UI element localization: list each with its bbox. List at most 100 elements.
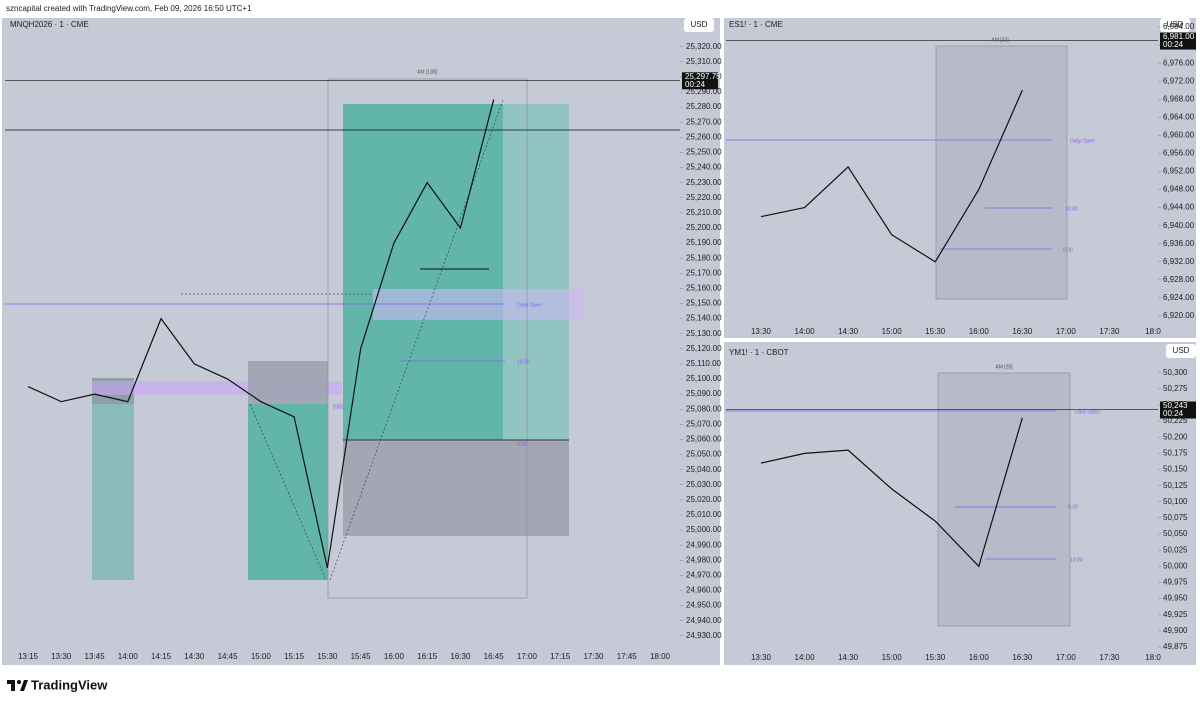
currency-label: USD	[691, 20, 708, 29]
x-tick-label: 14:00	[795, 653, 816, 662]
y-tick-label: 6,948.00	[1163, 185, 1195, 194]
y-tick-label: 50,225	[1163, 416, 1188, 425]
last-price-tag	[682, 72, 718, 90]
x-tick-label: 18:0	[1145, 653, 1161, 662]
currency-label: USD	[1167, 20, 1184, 29]
y-tick-label: 25,230.00	[686, 178, 722, 187]
x-tick-label: 17:30	[583, 652, 604, 661]
y-tick-label: 6,940.00	[1163, 221, 1195, 230]
chart-title: YM1! · 1 · CBOT	[729, 348, 789, 357]
footer-logo	[7, 680, 28, 691]
y-tick-label: 25,010.00	[686, 510, 722, 519]
price-line	[760, 89, 1023, 263]
y-tick-label: 50,050	[1163, 529, 1188, 538]
y-tick-label: 25,170.00	[686, 268, 722, 277]
y-tick-label: 6,928.00	[1163, 275, 1195, 284]
y-tick-label: 25,030.00	[686, 480, 722, 489]
x-tick-label: 16:30	[450, 652, 471, 661]
y-tick-label: 25,040.00	[686, 465, 722, 474]
x-tick-label: 15:30	[925, 653, 946, 662]
y-tick-label: 50,200	[1163, 432, 1188, 441]
zone	[248, 361, 328, 404]
last-price-tag	[1160, 32, 1196, 50]
x-tick-label: 17:00	[517, 652, 538, 661]
y-tick-label: 50,075	[1163, 513, 1188, 522]
y-tick-label: 25,130.00	[686, 329, 722, 338]
annotation: 10:00	[1070, 557, 1083, 563]
x-tick-label: 16:30	[1012, 327, 1033, 336]
y-tick-label: 25,110.00	[686, 359, 722, 368]
y-tick-label: 50,275	[1163, 384, 1188, 393]
x-tick-label: 16:00	[969, 327, 990, 336]
am-range	[935, 45, 1068, 300]
y-tick-label: 25,100.00	[686, 374, 722, 383]
y-tick-label: 6,952.00	[1163, 167, 1195, 176]
y-tick-label: 50,100	[1163, 497, 1188, 506]
currency-button[interactable]	[684, 18, 714, 32]
annotation: 10:00	[1065, 206, 1078, 212]
last-price-tag	[1160, 401, 1196, 419]
am-range	[327, 78, 528, 599]
zone	[343, 104, 503, 440]
y-tick-label: 50,175	[1163, 448, 1188, 457]
annotation: AM [28]	[995, 364, 1013, 370]
y-tick-label: 25,210.00	[686, 208, 722, 217]
currency-button[interactable]	[1160, 18, 1190, 32]
zone	[92, 378, 134, 580]
x-tick-label: 13:30	[51, 652, 72, 661]
y-tick-label: 25,070.00	[686, 419, 722, 428]
y-tick-label: 25,270.00	[686, 117, 722, 126]
trend-line	[329, 99, 504, 581]
y-tick-label: 50,000	[1163, 561, 1188, 570]
countdown: 00:24	[1163, 409, 1184, 418]
y-tick-label: 49,975	[1163, 578, 1188, 587]
y-tick-label: 50,150	[1163, 465, 1188, 474]
x-tick-label: 14:30	[184, 652, 205, 661]
x-tick-label: 15:00	[882, 653, 903, 662]
x-tick-label: 17:30	[1099, 327, 1120, 336]
x-tick-label: 13:15	[18, 652, 39, 661]
x-tick-label: 16:15	[417, 652, 438, 661]
y-tick-label: 25,290.00	[686, 87, 722, 96]
x-tick-label: 13:30	[751, 653, 772, 662]
y-tick-label: 25,310.00	[686, 57, 722, 66]
brand: TradingView	[31, 677, 108, 692]
annotation: 8:30	[1063, 247, 1073, 253]
annotation: 8:30	[517, 441, 527, 447]
y-tick-label: 25,080.00	[686, 404, 722, 413]
y-tick-label: 6,984.00	[1163, 22, 1195, 31]
countdown: 00:24	[1163, 40, 1184, 49]
y-tick-label: 25,250.00	[686, 148, 722, 157]
annotation: Daily Open	[1070, 138, 1095, 144]
x-tick-label: 18:00	[650, 652, 671, 661]
currency-label: USD	[1173, 346, 1190, 355]
y-tick-label: 6,956.00	[1163, 149, 1195, 158]
price-line	[27, 99, 495, 568]
y-tick-label: 25,240.00	[686, 163, 722, 172]
y-tick-label: 50,125	[1163, 481, 1188, 490]
last-price-label: 6,981.00	[1163, 32, 1195, 41]
y-tick-label: 25,120.00	[686, 344, 722, 353]
x-tick-label: 15:15	[284, 652, 305, 661]
header-text: szncapital created with TradingView.com,…	[6, 4, 252, 13]
x-tick-label: 15:30	[925, 327, 946, 336]
zone	[248, 404, 328, 580]
x-tick-label: 17:30	[1099, 653, 1120, 662]
annotation: 10:00	[517, 359, 530, 365]
annotation: Daily Open	[517, 302, 542, 308]
zone	[503, 104, 569, 440]
x-tick-label: 17:00	[1056, 327, 1077, 336]
x-tick-label: 14:30	[838, 653, 859, 662]
chart-title: ES1! · 1 · CME	[729, 20, 783, 29]
annotation: 8:30	[1068, 504, 1078, 510]
y-tick-label: 49,925	[1163, 610, 1188, 619]
x-tick-label: 13:45	[85, 652, 106, 661]
x-tick-label: 13:30	[751, 327, 772, 336]
currency-button[interactable]	[1166, 344, 1196, 358]
y-tick-label: 24,990.00	[686, 540, 722, 549]
y-tick-label: 6,924.00	[1163, 293, 1195, 302]
x-tick-label: 14:00	[118, 652, 139, 661]
y-tick-label: 25,160.00	[686, 283, 722, 292]
x-tick-label: 14:15	[151, 652, 172, 661]
